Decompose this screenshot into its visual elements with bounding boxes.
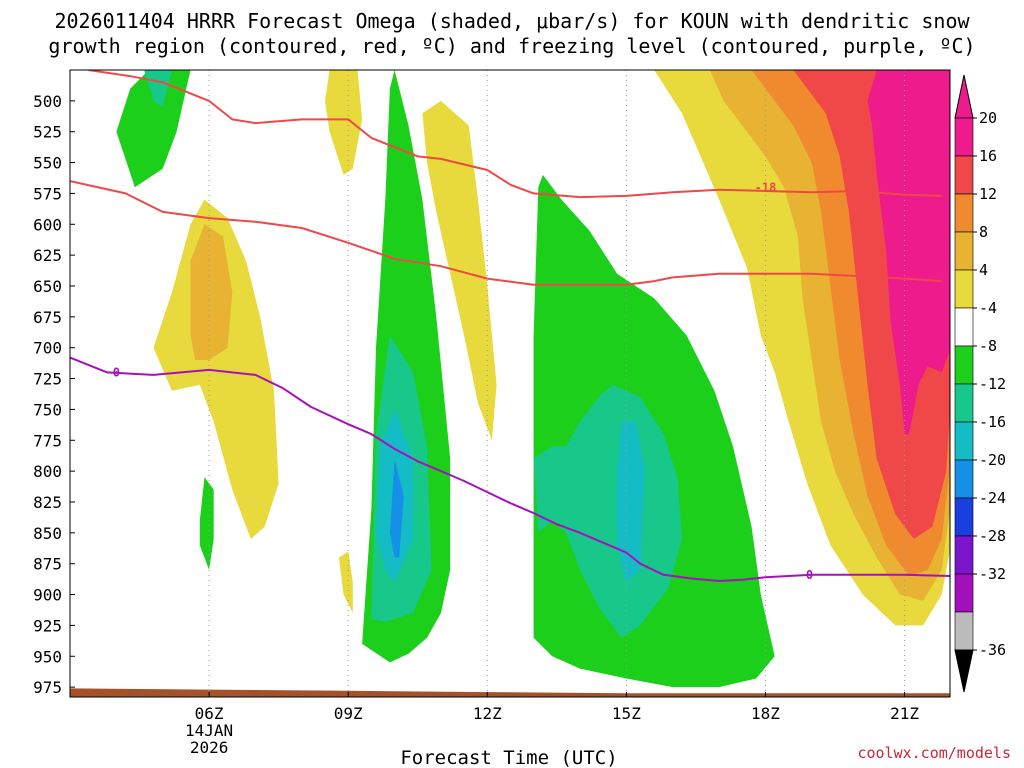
y-tick-label-575: 575 — [33, 184, 62, 203]
colorbar-label-10: -24 — [979, 489, 1006, 507]
y-tick-label-850: 850 — [33, 524, 62, 543]
y-axis: 500 525 550 575 600 625 650 675 700 725 750 775 800 8… — [33, 92, 75, 697]
contour-label-1: 0 — [806, 568, 813, 582]
freezing-level-contour-0 — [70, 356, 950, 582]
y-tick-label-975: 975 — [33, 678, 62, 697]
chart-title: 2026011404 HRRR Forecast Omega (shaded, … — [54, 9, 970, 33]
y-tick-label-650: 650 — [33, 277, 62, 296]
chart-subtitle: growth region (contoured, red, ºC) and f… — [48, 34, 975, 58]
colorbar-label-0: 20 — [979, 109, 997, 127]
colorbar-swatch-0 — [954, 117, 974, 157]
colorbar-swatch-1 — [954, 155, 974, 195]
omega-region-descent-orange-0600 — [190, 224, 233, 360]
credit-text: coolwx.com/models — [857, 744, 1011, 762]
y-tick-label-700: 700 — [33, 339, 62, 358]
y-tick-label-900: 900 — [33, 586, 62, 605]
y-tick-label-825: 825 — [33, 493, 62, 512]
y-tick-label-525: 525 — [33, 123, 62, 142]
colorbar-swatch-4 — [954, 269, 974, 309]
contour-label-0: 0 — [113, 365, 120, 379]
y-tick-label-925: 925 — [33, 616, 62, 635]
colorbar-bottom-arrow — [954, 649, 974, 693]
colorbar-label-8: -16 — [979, 413, 1006, 431]
colorbar-swatch-3 — [954, 231, 974, 271]
x-tick-label-06Z: 06Z — [195, 704, 224, 723]
omega-region-ascent-blue-1000 — [389, 458, 404, 558]
y-tick-label-600: 600 — [33, 215, 62, 234]
x-axis-title: Forecast Time (UTC) — [400, 747, 617, 768]
colorbar-label-5: -4 — [979, 299, 997, 317]
plot-frame — [69, 69, 951, 698]
y-tick-label-675: 675 — [33, 308, 62, 327]
x-axis: 06Z 09Z 12Z 15Z 18Z 21Z — [195, 692, 919, 723]
colorbar-label-2: 12 — [979, 185, 997, 203]
contour-layer: 0 0 -18 — [70, 70, 950, 582]
colorbar-top-arrow — [954, 74, 974, 119]
omega-region-descent-yellow-0530 — [153, 199, 279, 539]
omega-region-ascent-green-0545-small — [199, 477, 214, 570]
y-tick-label-625: 625 — [33, 246, 62, 265]
dgz-contour--18 — [88, 70, 942, 199]
colorbar-swatch-6 — [954, 345, 974, 385]
omega-region-ascent-teal-1500 — [533, 384, 682, 638]
contour-label-2: -18 — [755, 180, 777, 194]
colorbar-label-11: -28 — [979, 527, 1006, 545]
colorbar-swatch-2 — [954, 193, 974, 233]
colorbar-label-7: -12 — [979, 375, 1006, 393]
y-tick-label-800: 800 — [33, 462, 62, 481]
colorbar-label-13: -36 — [979, 641, 1006, 659]
colorbar-label-12: -32 — [979, 565, 1006, 583]
colorbar-swatch-5 — [954, 307, 974, 347]
omega-region-descent-yellow-0900-top — [325, 70, 363, 175]
y-tick-label-875: 875 — [33, 555, 62, 574]
y-tick-label-750: 750 — [33, 400, 62, 419]
x-tick-label-18Z: 18Z — [751, 704, 780, 723]
ground-surface — [70, 688, 950, 697]
colorbar-swatch-7 — [954, 383, 974, 423]
colorbar-swatch-8 — [954, 421, 974, 461]
omega-region-descent-yellow-0630-tail — [246, 372, 265, 472]
x-tick-label-15Z: 15Z — [612, 704, 641, 723]
x-tick-label-21Z: 21Z — [890, 704, 919, 723]
omega-region-descent-yellow-0900-small — [338, 551, 353, 614]
x-tick-label-12Z: 12Z — [473, 704, 502, 723]
omega-region-ascent-green-0530-top — [116, 70, 191, 188]
x-date-label-year: 2026 — [190, 738, 229, 757]
colorbar-label-6: -8 — [979, 337, 997, 355]
y-tick-label-550: 550 — [33, 154, 62, 173]
omega-region-descent-magenta-2100 — [867, 70, 950, 435]
y-tick-label-775: 775 — [33, 431, 62, 450]
colorbar-swatch-10 — [954, 497, 974, 537]
x-date-label-day: 14JAN — [185, 721, 233, 740]
colorbar-swatch-9 — [954, 459, 974, 499]
dgz-contour--12 — [70, 180, 942, 286]
colorbar-label-9: -20 — [979, 451, 1006, 469]
colorbar-swatch-11 — [954, 535, 974, 575]
y-tick-label-950: 950 — [33, 647, 62, 666]
colorbar-swatch-12 — [954, 573, 974, 613]
omega-shading-layer — [70, 70, 950, 697]
colorbar-swatch-13 — [954, 611, 974, 651]
y-tick-label-725: 725 — [33, 370, 62, 389]
omega-region-ascent-cyan-1500 — [617, 421, 645, 583]
colorbar-label-3: 8 — [979, 223, 988, 241]
colorbar-label-4: 4 — [979, 261, 988, 279]
colorbar-label-1: 16 — [979, 147, 997, 165]
x-tick-label-09Z: 09Z — [334, 704, 363, 723]
omega-colorbar: 20 16 12 8 4 -4 -8 -12 -16 -20 -24 -28 -32 -36 — [954, 74, 1006, 693]
y-tick-label-500: 500 — [33, 92, 62, 111]
